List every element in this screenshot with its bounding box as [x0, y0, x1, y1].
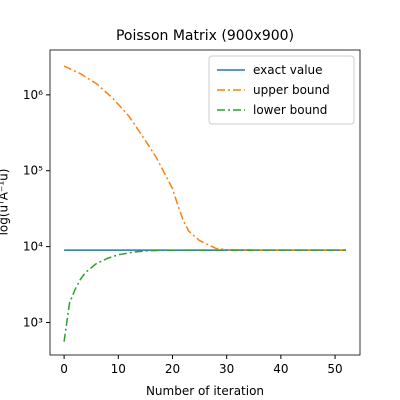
x-tick-label: 30 — [219, 362, 234, 376]
line-series — [63, 65, 346, 251]
x-axis-label: Number of iteration — [146, 384, 264, 398]
x-tick-label: 50 — [327, 362, 342, 376]
x-tick-label: 10 — [111, 362, 126, 376]
x-tick-label: 40 — [273, 362, 288, 376]
y-tick-label: 10⁴ — [23, 240, 43, 254]
y-tick-label: 10⁵ — [23, 164, 43, 178]
y-axis-label: log(uᵀA⁻¹u) — [0, 169, 11, 236]
legend-label: lower bound — [253, 103, 327, 117]
plot-frame — [49, 49, 361, 356]
y-tick-label: 10³ — [23, 316, 43, 330]
y-tick-label: 10⁶ — [23, 88, 43, 102]
legend-label: upper bound — [253, 83, 330, 97]
legend-label: exact value — [253, 63, 323, 77]
line-series — [63, 249, 346, 342]
chart-title: Poisson Matrix (900x900) — [116, 28, 294, 44]
legend-box — [208, 55, 355, 125]
x-tick-label: 0 — [60, 362, 68, 376]
x-tick-label: 20 — [165, 362, 180, 376]
